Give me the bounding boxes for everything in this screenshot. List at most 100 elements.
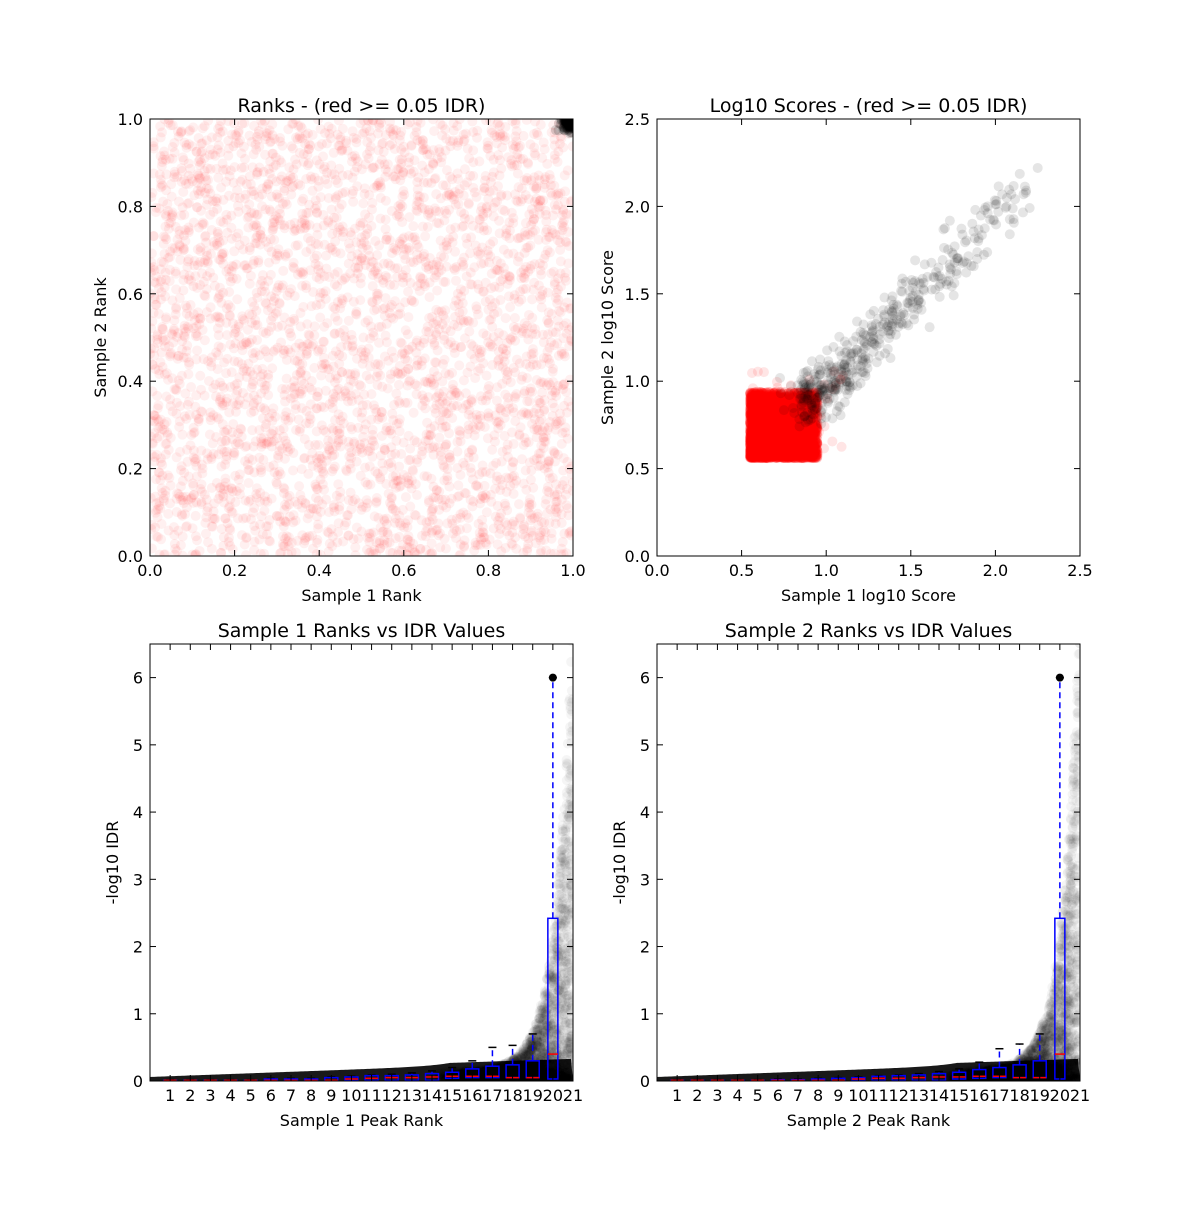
point-not-significant <box>269 296 279 306</box>
point-not-significant <box>178 476 188 486</box>
point-not-significant <box>146 192 156 202</box>
point-not-significant <box>377 458 387 468</box>
point-not-significant <box>375 180 385 190</box>
point-not-significant <box>470 187 480 197</box>
point-not-significant <box>189 423 199 433</box>
point-not-significant <box>522 373 532 383</box>
point-not-significant <box>541 494 551 504</box>
point-not-significant <box>418 274 428 284</box>
point-not-significant <box>561 276 571 286</box>
point-not-significant <box>298 194 308 204</box>
point-not-significant <box>450 223 460 233</box>
point-not-significant <box>225 525 235 535</box>
point-not-significant <box>413 172 423 182</box>
point-not-significant <box>514 429 524 439</box>
point-not-significant <box>237 119 247 129</box>
point-not-significant <box>513 169 523 179</box>
point-not-significant <box>259 506 269 516</box>
point-not-significant <box>447 413 457 423</box>
point-not-significant <box>530 324 540 334</box>
point-not-significant <box>560 351 570 361</box>
point-not-significant <box>382 422 392 432</box>
point-not-significant <box>498 344 508 354</box>
point-not-significant <box>558 218 568 228</box>
point-not-significant <box>451 276 461 286</box>
point-not-significant <box>464 198 474 208</box>
point-not-significant <box>214 140 224 150</box>
point-not-significant <box>160 419 170 429</box>
point-not-significant <box>398 348 408 358</box>
point-not-significant <box>530 259 540 269</box>
point-not-significant <box>325 243 335 253</box>
point-not-significant <box>214 255 224 265</box>
point-not-significant <box>548 446 558 456</box>
point-not-significant <box>405 536 415 546</box>
point-not-significant <box>550 229 560 239</box>
point-not-significant <box>508 457 518 467</box>
point-not-significant <box>290 497 300 507</box>
point-not-significant <box>507 116 517 126</box>
point-not-significant <box>169 324 179 334</box>
point-not-significant <box>157 127 167 137</box>
point-not-significant <box>179 155 189 165</box>
point-not-significant <box>420 231 430 241</box>
point-not-significant <box>521 218 531 228</box>
point-not-significant <box>301 208 311 218</box>
point-not-significant <box>471 481 481 491</box>
point-not-significant <box>485 151 495 161</box>
point-not-significant <box>280 397 290 407</box>
point-not-significant <box>279 183 289 193</box>
point-not-significant <box>172 488 182 498</box>
point-not-significant <box>401 244 411 254</box>
point-not-significant <box>322 318 332 328</box>
point-not-significant <box>352 310 362 320</box>
point-not-significant <box>237 530 247 540</box>
point-not-significant <box>205 430 215 440</box>
point-not-significant <box>195 371 205 381</box>
point-not-significant <box>429 450 439 460</box>
point-not-significant <box>322 450 332 460</box>
point-not-significant <box>510 131 520 141</box>
point-not-significant <box>285 288 295 298</box>
y-tick-label: 0.8 <box>118 197 143 216</box>
point-not-significant <box>412 381 422 391</box>
point-not-significant <box>348 496 358 506</box>
point-not-significant <box>356 527 366 537</box>
point-not-significant <box>387 492 397 502</box>
point-not-significant <box>178 285 188 295</box>
point-not-significant <box>418 139 428 149</box>
point-not-significant <box>299 454 309 464</box>
point-not-significant <box>170 147 180 157</box>
point-not-significant <box>230 193 240 203</box>
point-not-significant <box>275 155 285 165</box>
point-not-significant <box>522 328 532 338</box>
point-not-significant <box>394 380 404 390</box>
point-not-significant <box>168 337 178 347</box>
point-not-significant <box>439 277 449 287</box>
point-not-significant <box>171 304 181 314</box>
point-not-significant <box>410 232 420 242</box>
point-not-significant <box>541 545 551 555</box>
point-not-significant <box>278 531 288 541</box>
y-tick-label: 0.4 <box>118 372 143 391</box>
point-not-significant <box>164 473 174 483</box>
point-not-significant <box>255 229 265 239</box>
point-not-significant <box>176 128 186 138</box>
point-not-significant <box>346 488 356 498</box>
point-not-significant <box>176 465 186 475</box>
point-not-significant <box>500 499 510 509</box>
point-not-significant <box>559 302 569 312</box>
point-not-significant <box>417 446 427 456</box>
point-not-significant <box>439 475 449 485</box>
point-not-significant <box>172 398 182 408</box>
point-not-significant <box>219 484 229 494</box>
point-not-significant <box>521 465 531 475</box>
point-not-significant <box>294 389 304 399</box>
point-not-significant <box>406 295 416 305</box>
point-not-significant <box>260 150 270 160</box>
point-not-significant <box>523 229 533 239</box>
point-not-significant <box>301 406 311 416</box>
point-not-significant <box>525 387 535 397</box>
point-not-significant <box>420 204 430 214</box>
